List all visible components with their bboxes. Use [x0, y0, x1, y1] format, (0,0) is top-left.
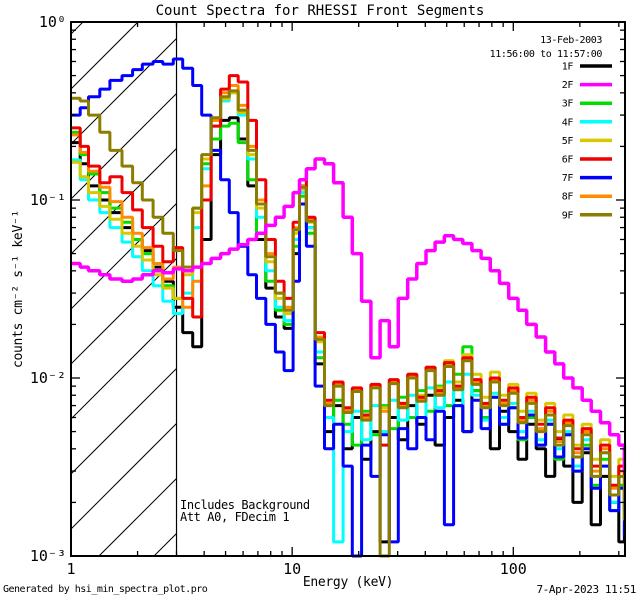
series-4F — [71, 91, 626, 544]
generated-by-text: Generated by hsi_min_spectra_plot.pro — [3, 584, 208, 595]
y-tick-label: 10⁰ — [39, 13, 66, 31]
legend-label-4F: 4F — [562, 117, 574, 128]
series-7F — [71, 57, 626, 558]
hatch-line — [70, 148, 177, 255]
printed-date-text: 7-Apr-2023 11:51 — [536, 583, 636, 596]
legend-label-2F: 2F — [562, 80, 574, 91]
y-tick-label: 10⁻¹ — [30, 191, 66, 209]
hatch-line — [70, 38, 177, 145]
hatch-line — [70, 423, 177, 530]
page-title: Count Spectra for RHESSI Front Segments — [155, 3, 485, 19]
hatch-line — [70, 21, 139, 90]
series-8F — [71, 84, 626, 517]
legend-label-9F: 9F — [562, 210, 574, 221]
hatch-line — [98, 478, 177, 557]
series-3F — [71, 121, 626, 527]
legend-label-1F: 1F — [562, 62, 574, 73]
x-axis-label: Energy (keV) — [302, 575, 394, 590]
y-tick-label: 10⁻³ — [30, 547, 66, 565]
plot-frame — [70, 21, 626, 557]
hatch-line — [70, 21, 84, 35]
legend-label-5F: 5F — [562, 136, 574, 147]
hatch-line — [70, 203, 177, 310]
series-1F — [71, 116, 626, 544]
annotation-attenuator: Att A0, FDecim 1 — [180, 510, 290, 524]
hatch-line — [70, 313, 177, 420]
y-axis-label: counts cm⁻² s⁻¹ keV⁻¹ — [11, 209, 26, 369]
legend-label-7F: 7F — [562, 173, 574, 184]
annotation-background: Includes Background — [180, 498, 310, 512]
series-9F — [71, 89, 626, 558]
x-tick-label: 1 — [66, 560, 75, 578]
series-6F — [71, 74, 626, 513]
hatch-line — [70, 368, 177, 475]
x-tick-label: 100 — [500, 560, 527, 578]
observation-date: 13-Feb-2003 — [540, 35, 602, 46]
hatch-line — [153, 533, 177, 557]
y-tick-label: 10⁻² — [30, 369, 66, 387]
series-2F — [71, 157, 627, 473]
x-tick-label: 10 — [283, 560, 301, 578]
legend-label-3F: 3F — [562, 99, 574, 110]
legend-label-8F: 8F — [562, 192, 574, 203]
legend-label-6F: 6F — [562, 155, 574, 166]
observation-time-range: 11:56:00 to 11:57:00 — [489, 49, 603, 60]
